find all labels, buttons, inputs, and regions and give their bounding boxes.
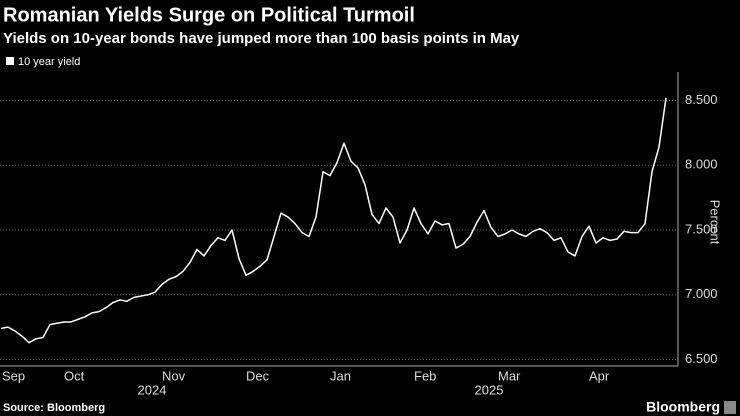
x-tick-label: Dec bbox=[246, 368, 270, 383]
chart-subtitle: Yields on 10-year bonds have jumped more… bbox=[3, 30, 520, 47]
y-tick-label: 8.500 bbox=[685, 92, 718, 107]
chart-title: Romanian Yields Surge on Political Turmo… bbox=[3, 4, 415, 26]
year-label: 2025 bbox=[475, 382, 504, 397]
x-tick-label: Nov bbox=[162, 368, 186, 383]
brand: Bloomberg bbox=[646, 399, 720, 415]
legend-swatch bbox=[6, 57, 14, 65]
x-tick-label: Sep bbox=[2, 368, 25, 383]
year-label: 2024 bbox=[138, 382, 167, 397]
legend-label: 10 year yield bbox=[18, 56, 80, 68]
y-tick-label: 7.000 bbox=[685, 286, 718, 301]
y-axis-title: Percent bbox=[708, 200, 723, 245]
x-tick-label: Oct bbox=[64, 368, 85, 383]
source: Source: Bloomberg bbox=[3, 402, 105, 414]
x-tick-label: Mar bbox=[498, 368, 521, 383]
y-tick-label: 7.500 bbox=[685, 221, 718, 236]
y-tick-label: 8.000 bbox=[685, 157, 718, 172]
x-tick-label: Feb bbox=[414, 368, 436, 383]
brand-icon bbox=[724, 401, 736, 414]
y-tick-label: 6.500 bbox=[685, 351, 718, 366]
x-tick-label: Apr bbox=[589, 368, 610, 383]
x-tick-label: Jan bbox=[330, 368, 351, 383]
line bbox=[0, 97, 667, 344]
